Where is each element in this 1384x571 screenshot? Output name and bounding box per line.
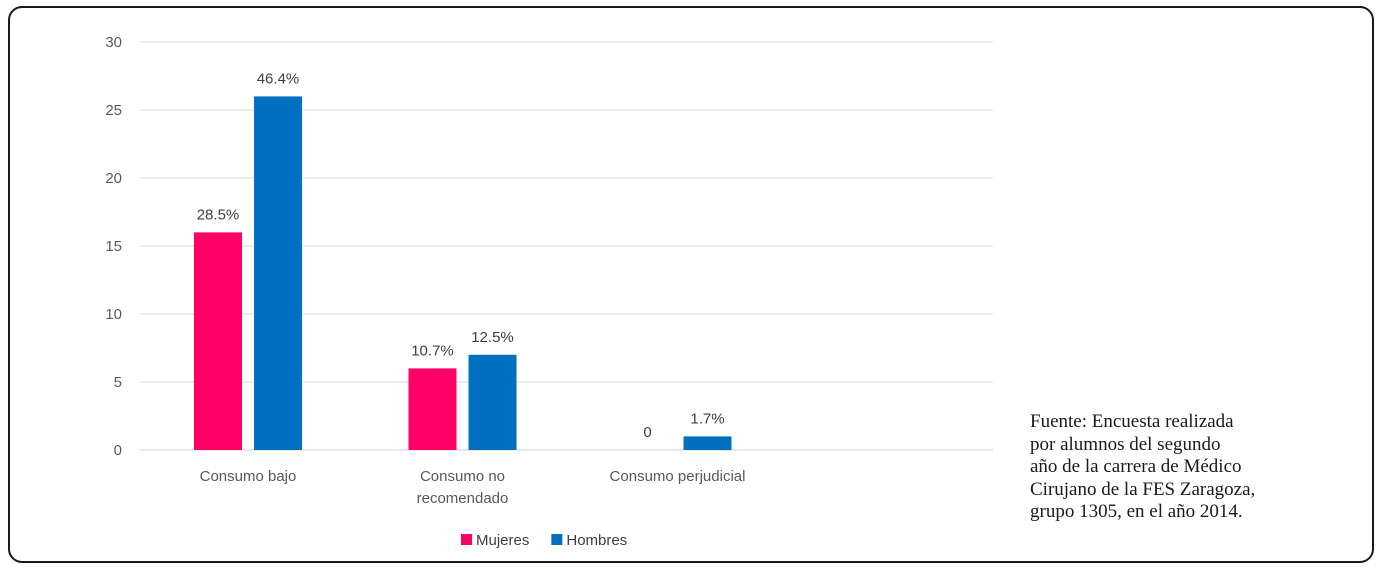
data-label: 0 <box>643 424 651 441</box>
legend-label-mujeres: Mujeres <box>476 532 529 549</box>
y-tick-label: 10 <box>105 306 122 323</box>
source-note-line: Fuente: Encuesta realizada <box>1030 411 1234 432</box>
x-tick-label-line: recomendado <box>417 490 509 507</box>
y-tick-label: 0 <box>114 442 122 459</box>
source-note-line: año de la carrera de Médico <box>1030 456 1242 477</box>
source-note-line: por alumnos del segundo <box>1030 433 1221 455</box>
y-tick-label: 20 <box>105 170 122 187</box>
source-note-line: Cirujano de la FES Zaragoza, <box>1030 478 1256 500</box>
data-label: 10.7% <box>411 342 454 359</box>
x-tick-label: Consumo perjudicial <box>610 468 746 485</box>
data-label: 1.7% <box>690 410 724 427</box>
y-tick-label: 30 <box>105 34 122 51</box>
y-tick-label: 25 <box>105 102 122 119</box>
data-label: 12.5% <box>471 329 514 346</box>
x-tick-label-line: Consumo no <box>420 468 505 485</box>
legend-swatch-mujeres <box>461 534 472 545</box>
x-tick-label: Consumo bajo <box>200 468 297 485</box>
y-tick-label: 15 <box>105 238 122 255</box>
x-tick-label-line: Consumo bajo <box>200 468 297 485</box>
y-tick-label: 5 <box>114 374 122 391</box>
x-tick-label-line: Consumo perjudicial <box>610 468 746 485</box>
source-note-line: grupo 1305, en el año 2014. <box>1030 501 1243 522</box>
legend-swatch-hombres <box>551 534 563 545</box>
source-note: Fuente: Encuesta realizada por alumnos d… <box>1030 411 1360 524</box>
bar-mujeres <box>408 368 457 450</box>
data-label: 46.4% <box>257 70 300 87</box>
bar-hombres <box>254 96 302 451</box>
legend-label-hombres: Hombres <box>566 532 627 549</box>
bar-hombres <box>683 436 732 450</box>
data-label: 28.5% <box>197 206 240 223</box>
bar-hombres <box>468 354 517 450</box>
x-tick-label: Consumo no recomendado <box>417 468 509 507</box>
bar-mujeres <box>194 232 242 450</box>
